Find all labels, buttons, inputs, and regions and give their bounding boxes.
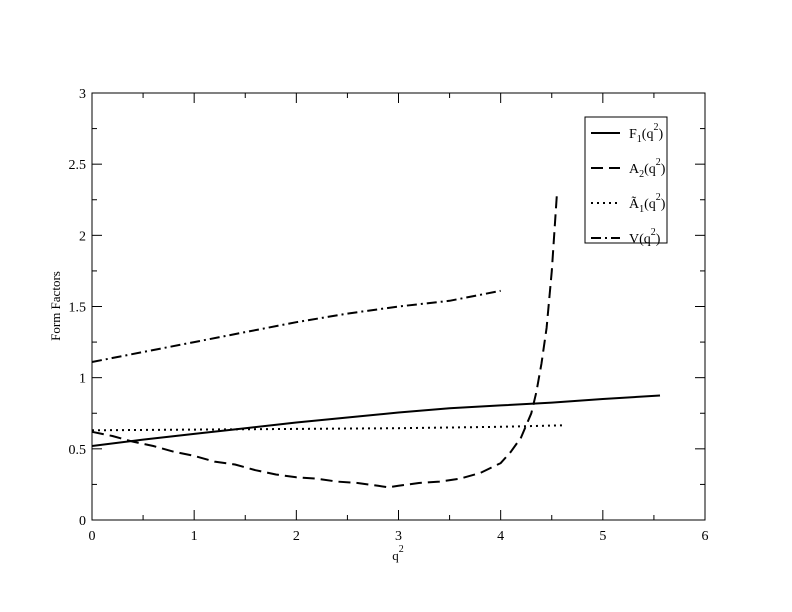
legend: F1(q2) A2(q2) Ã1(q2) V(q2) — [584, 116, 668, 247]
y-tick-label: 0.5 — [69, 443, 87, 458]
y-tick-label: 1.5 — [69, 301, 87, 316]
series-line-V — [91, 289, 501, 363]
x-tick-label: 3 — [395, 529, 402, 544]
y-tick-label: 2.5 — [69, 158, 87, 173]
x-axis-label-base: q — [392, 548, 399, 563]
legend-label-A2: A2(q2) — [629, 157, 666, 180]
y-axis-label: Form Factors — [48, 271, 63, 341]
series-lines — [91, 194, 661, 489]
legend-box — [584, 116, 668, 244]
x-tick-label: 4 — [497, 529, 504, 544]
x-tick-label: 2 — [293, 529, 300, 544]
y-tick-label: 3 — [79, 87, 86, 102]
x-tick-label: 5 — [599, 529, 606, 544]
x-tick-label: 0 — [89, 529, 96, 544]
series-line-A1tilde — [91, 424, 565, 432]
y-tick-label: 0 — [79, 514, 86, 529]
legend-label-F1: F1(q2) — [629, 122, 663, 145]
series-line-A2 — [91, 194, 558, 489]
x-axis-label-sup: 2 — [399, 544, 404, 555]
x-axis-label: q2 — [392, 544, 404, 563]
x-tick-label: 6 — [702, 529, 709, 544]
x-tick-label: 1 — [191, 529, 198, 544]
axis-tick-labels: 0 1 2 3 4 5 6 0 0.5 1 1.5 2 2.5 3 — [69, 87, 709, 544]
y-tick-label: 2 — [79, 229, 86, 244]
legend-label-A1tilde: Ã1(q2) — [629, 192, 666, 215]
axis-ticks — [91, 92, 706, 521]
series-line-F1 — [91, 394, 661, 447]
y-tick-label: 1 — [79, 372, 86, 387]
legend-label-V: V(q2) — [629, 227, 661, 247]
